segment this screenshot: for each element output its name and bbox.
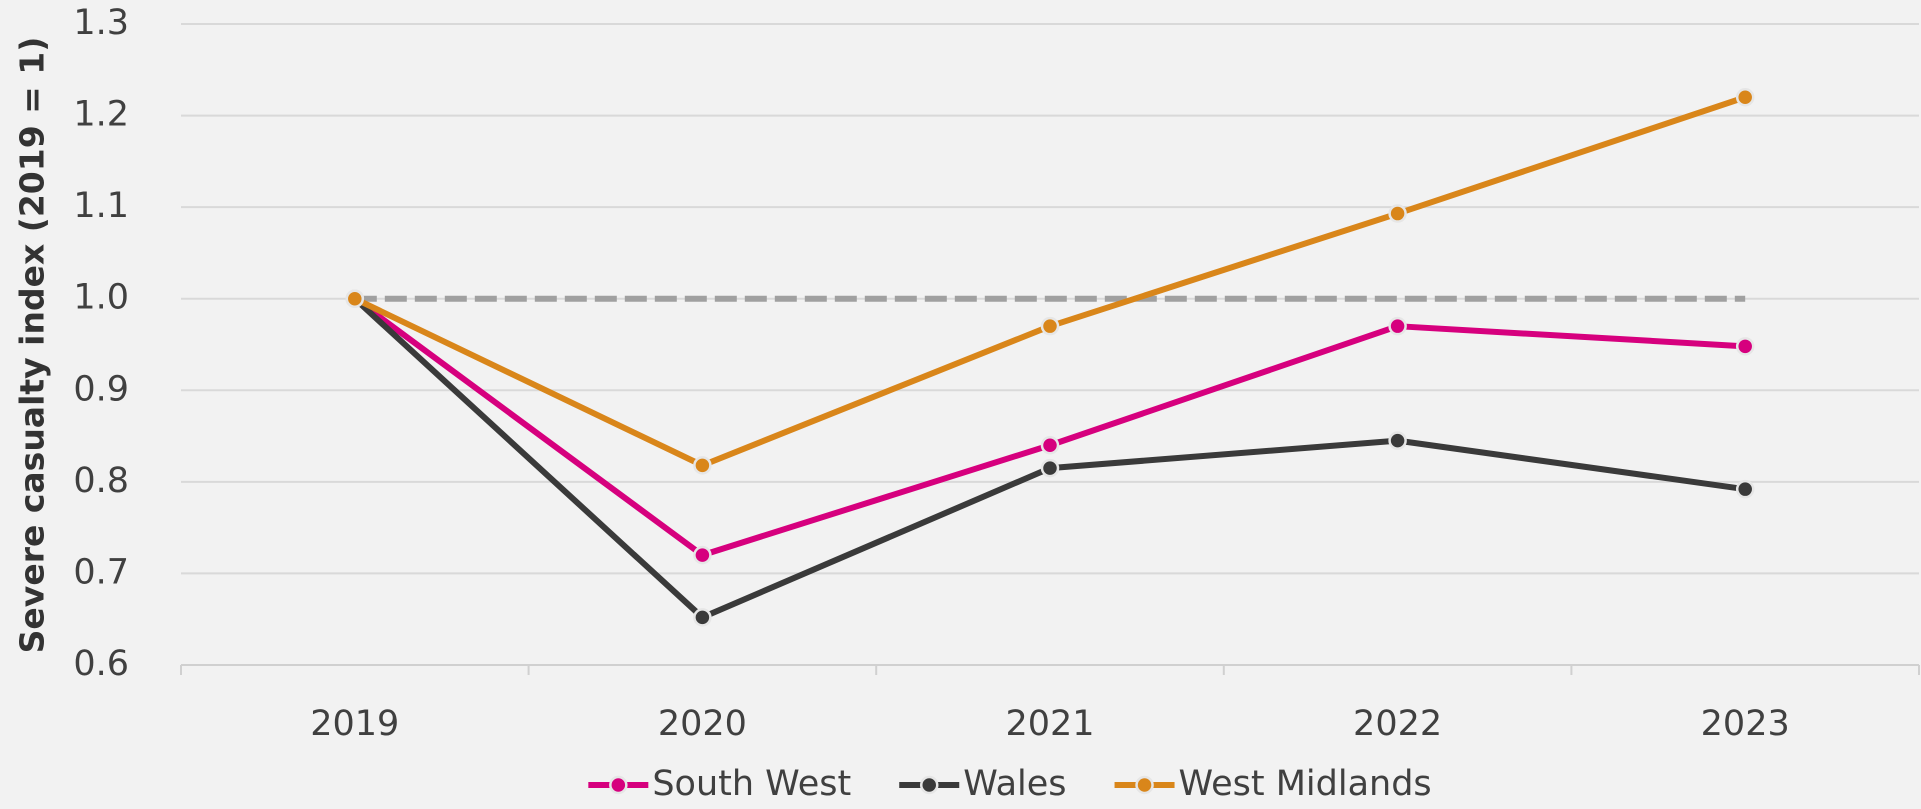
data-point <box>693 456 712 475</box>
y-tick-label: 1.3 <box>73 3 129 43</box>
y-tick-label: 0.7 <box>73 552 129 592</box>
series-line <box>353 296 1746 559</box>
data-point <box>1735 479 1755 499</box>
legend: South West Wales West Midlands <box>588 764 1432 804</box>
legend-label: Wales <box>963 764 1066 804</box>
series-line <box>353 94 1747 469</box>
y-tick-label: 0.9 <box>73 369 129 409</box>
data-point <box>693 545 712 565</box>
legend-label: West Midlands <box>1179 764 1432 804</box>
y-tick-label: 0.6 <box>73 644 129 684</box>
data-point <box>1735 88 1755 107</box>
legend-marker <box>1135 775 1154 795</box>
y-tick-label: 1.0 <box>73 278 129 318</box>
x-tick-label: 2022 <box>1353 704 1442 744</box>
y-axis-title: Severe casualty index (2019 = 1) <box>13 37 52 654</box>
legend-marker <box>609 775 628 795</box>
legend-marker <box>919 775 939 795</box>
data-point <box>1388 204 1407 223</box>
x-tick-label: 2019 <box>310 704 399 744</box>
y-tick-label: 0.8 <box>73 461 129 501</box>
data-point <box>693 608 712 627</box>
data-point <box>1388 316 1407 336</box>
data-point <box>1040 316 1060 336</box>
data-point <box>1040 435 1060 455</box>
y-tick-label: 1.1 <box>73 186 129 226</box>
x-tick-label: 2020 <box>658 704 747 744</box>
x-tick-label: 2023 <box>1701 704 1790 744</box>
x-tick-label: 2021 <box>1005 704 1094 744</box>
y-tick-label: 1.2 <box>73 95 129 135</box>
data-point <box>1735 337 1755 356</box>
legend-label: South West <box>652 764 851 804</box>
series-line <box>352 296 1746 621</box>
data-point <box>345 289 365 308</box>
data-point <box>1040 458 1060 478</box>
data-point <box>1388 431 1407 450</box>
